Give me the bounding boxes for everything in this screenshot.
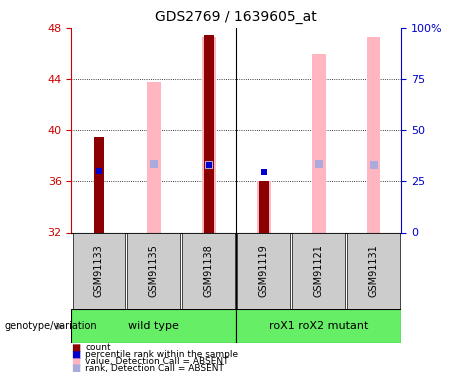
Text: ■: ■ — [71, 343, 81, 353]
Text: genotype/variation: genotype/variation — [5, 321, 97, 331]
Text: ■: ■ — [71, 350, 81, 360]
Bar — [128, 232, 180, 309]
Bar — [71, 309, 236, 343]
Bar — [202, 37, 216, 232]
Bar — [72, 232, 125, 309]
Bar — [259, 182, 269, 232]
Bar — [183, 232, 235, 309]
Text: GSM91138: GSM91138 — [204, 244, 214, 297]
Text: GSM91133: GSM91133 — [94, 244, 104, 297]
Text: GSM91119: GSM91119 — [259, 244, 269, 297]
Bar — [94, 137, 104, 232]
Text: roX1 roX2 mutant: roX1 roX2 mutant — [269, 321, 368, 331]
Bar — [292, 232, 345, 309]
Bar — [257, 182, 271, 232]
Bar — [147, 82, 161, 232]
Bar — [367, 37, 380, 232]
Text: ■: ■ — [71, 357, 81, 366]
Text: wild type: wild type — [129, 321, 179, 331]
Text: ■: ■ — [71, 363, 81, 373]
Text: value, Detection Call = ABSENT: value, Detection Call = ABSENT — [85, 357, 229, 366]
Bar — [236, 309, 401, 343]
Text: GSM91131: GSM91131 — [369, 244, 378, 297]
Text: percentile rank within the sample: percentile rank within the sample — [85, 350, 238, 359]
Text: count: count — [85, 344, 111, 352]
Text: rank, Detection Call = ABSENT: rank, Detection Call = ABSENT — [85, 364, 224, 373]
Text: GSM91135: GSM91135 — [149, 244, 159, 297]
Title: GDS2769 / 1639605_at: GDS2769 / 1639605_at — [155, 10, 317, 24]
Bar — [237, 232, 290, 309]
Bar — [204, 34, 214, 232]
Bar — [347, 232, 400, 309]
Bar — [312, 54, 325, 232]
Text: GSM91121: GSM91121 — [313, 244, 324, 297]
